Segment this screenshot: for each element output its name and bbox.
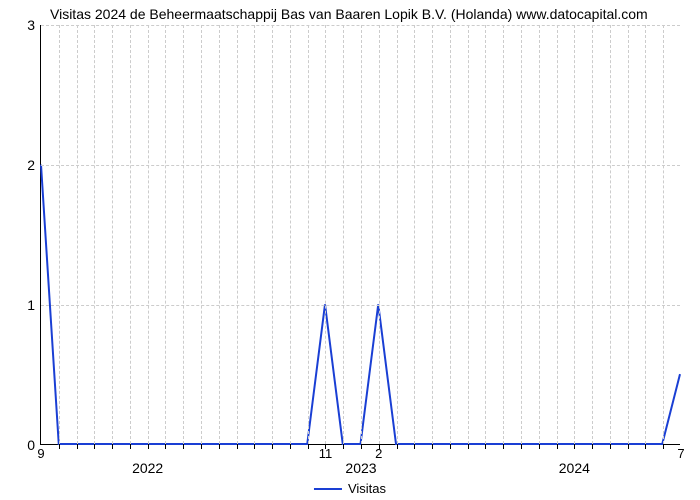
grid-v bbox=[77, 25, 78, 444]
x-minor-tick bbox=[557, 444, 558, 449]
grid-v bbox=[112, 25, 113, 444]
visits-chart: Visitas 2024 de Beheermaatschappij Bas v… bbox=[0, 0, 700, 500]
xtick-year-label: 2024 bbox=[559, 460, 590, 476]
grid-v bbox=[397, 25, 398, 444]
grid-v bbox=[183, 25, 184, 444]
x-minor-tick bbox=[165, 444, 166, 449]
grid-v bbox=[557, 25, 558, 444]
x-minor-tick bbox=[485, 444, 486, 449]
grid-v bbox=[450, 25, 451, 444]
x-minor-tick bbox=[592, 444, 593, 449]
grid-v bbox=[325, 25, 326, 444]
grid-v bbox=[645, 25, 646, 444]
grid-v bbox=[663, 25, 664, 444]
x-minor-tick bbox=[201, 444, 202, 449]
x-minor-tick bbox=[94, 444, 95, 449]
point-callout: 9 bbox=[37, 446, 44, 461]
xtick-year-label: 2022 bbox=[132, 460, 163, 476]
legend-swatch bbox=[314, 488, 342, 490]
x-minor-tick bbox=[254, 444, 255, 449]
x-minor-tick bbox=[628, 444, 629, 449]
x-minor-tick bbox=[432, 444, 433, 449]
x-minor-tick bbox=[414, 444, 415, 449]
ytick-label: 0 bbox=[27, 437, 35, 453]
chart-title: Visitas 2024 de Beheermaatschappij Bas v… bbox=[50, 6, 648, 22]
x-minor-tick bbox=[397, 444, 398, 449]
grid-v bbox=[485, 25, 486, 444]
grid-v bbox=[539, 25, 540, 444]
x-minor-tick bbox=[521, 444, 522, 449]
grid-v bbox=[94, 25, 95, 444]
x-minor-tick bbox=[272, 444, 273, 449]
x-minor-tick bbox=[450, 444, 451, 449]
x-minor-tick bbox=[112, 444, 113, 449]
grid-v bbox=[219, 25, 220, 444]
grid-v bbox=[379, 25, 380, 444]
x-minor-tick bbox=[503, 444, 504, 449]
grid-v bbox=[610, 25, 611, 444]
x-minor-tick bbox=[610, 444, 611, 449]
x-minor-tick bbox=[148, 444, 149, 449]
x-minor-tick bbox=[290, 444, 291, 449]
x-minor-tick bbox=[183, 444, 184, 449]
grid-v bbox=[343, 25, 344, 444]
grid-v bbox=[521, 25, 522, 444]
point-callout: 2 bbox=[375, 446, 382, 461]
x-minor-tick bbox=[219, 444, 220, 449]
ytick-label: 1 bbox=[27, 297, 35, 313]
legend: Visitas bbox=[314, 481, 386, 496]
grid-v bbox=[130, 25, 131, 444]
x-minor-tick bbox=[574, 444, 575, 449]
grid-v bbox=[574, 25, 575, 444]
grid-v bbox=[201, 25, 202, 444]
grid-v bbox=[592, 25, 593, 444]
point-callout: 7 bbox=[677, 446, 684, 461]
x-minor-tick bbox=[663, 444, 664, 449]
x-minor-tick bbox=[308, 444, 309, 449]
x-minor-tick bbox=[539, 444, 540, 449]
grid-v bbox=[503, 25, 504, 444]
x-minor-tick bbox=[645, 444, 646, 449]
grid-v bbox=[414, 25, 415, 444]
x-minor-tick bbox=[77, 444, 78, 449]
grid-v bbox=[148, 25, 149, 444]
legend-label: Visitas bbox=[348, 481, 386, 496]
grid-v bbox=[165, 25, 166, 444]
grid-v bbox=[468, 25, 469, 444]
grid-v bbox=[272, 25, 273, 444]
grid-v bbox=[308, 25, 309, 444]
grid-v bbox=[432, 25, 433, 444]
x-minor-tick bbox=[343, 444, 344, 449]
x-minor-tick bbox=[130, 444, 131, 449]
grid-v bbox=[237, 25, 238, 444]
grid-v bbox=[290, 25, 291, 444]
x-minor-tick bbox=[361, 444, 362, 449]
ytick-label: 3 bbox=[27, 17, 35, 33]
xtick-year-label: 2023 bbox=[345, 460, 376, 476]
x-minor-tick bbox=[468, 444, 469, 449]
plot-area: 012320222023202491127 bbox=[40, 25, 680, 445]
grid-v bbox=[254, 25, 255, 444]
x-minor-tick bbox=[59, 444, 60, 449]
grid-v bbox=[59, 25, 60, 444]
ytick-label: 2 bbox=[27, 157, 35, 173]
point-callout: 11 bbox=[319, 446, 333, 461]
grid-v bbox=[628, 25, 629, 444]
x-minor-tick bbox=[237, 444, 238, 449]
grid-v bbox=[361, 25, 362, 444]
